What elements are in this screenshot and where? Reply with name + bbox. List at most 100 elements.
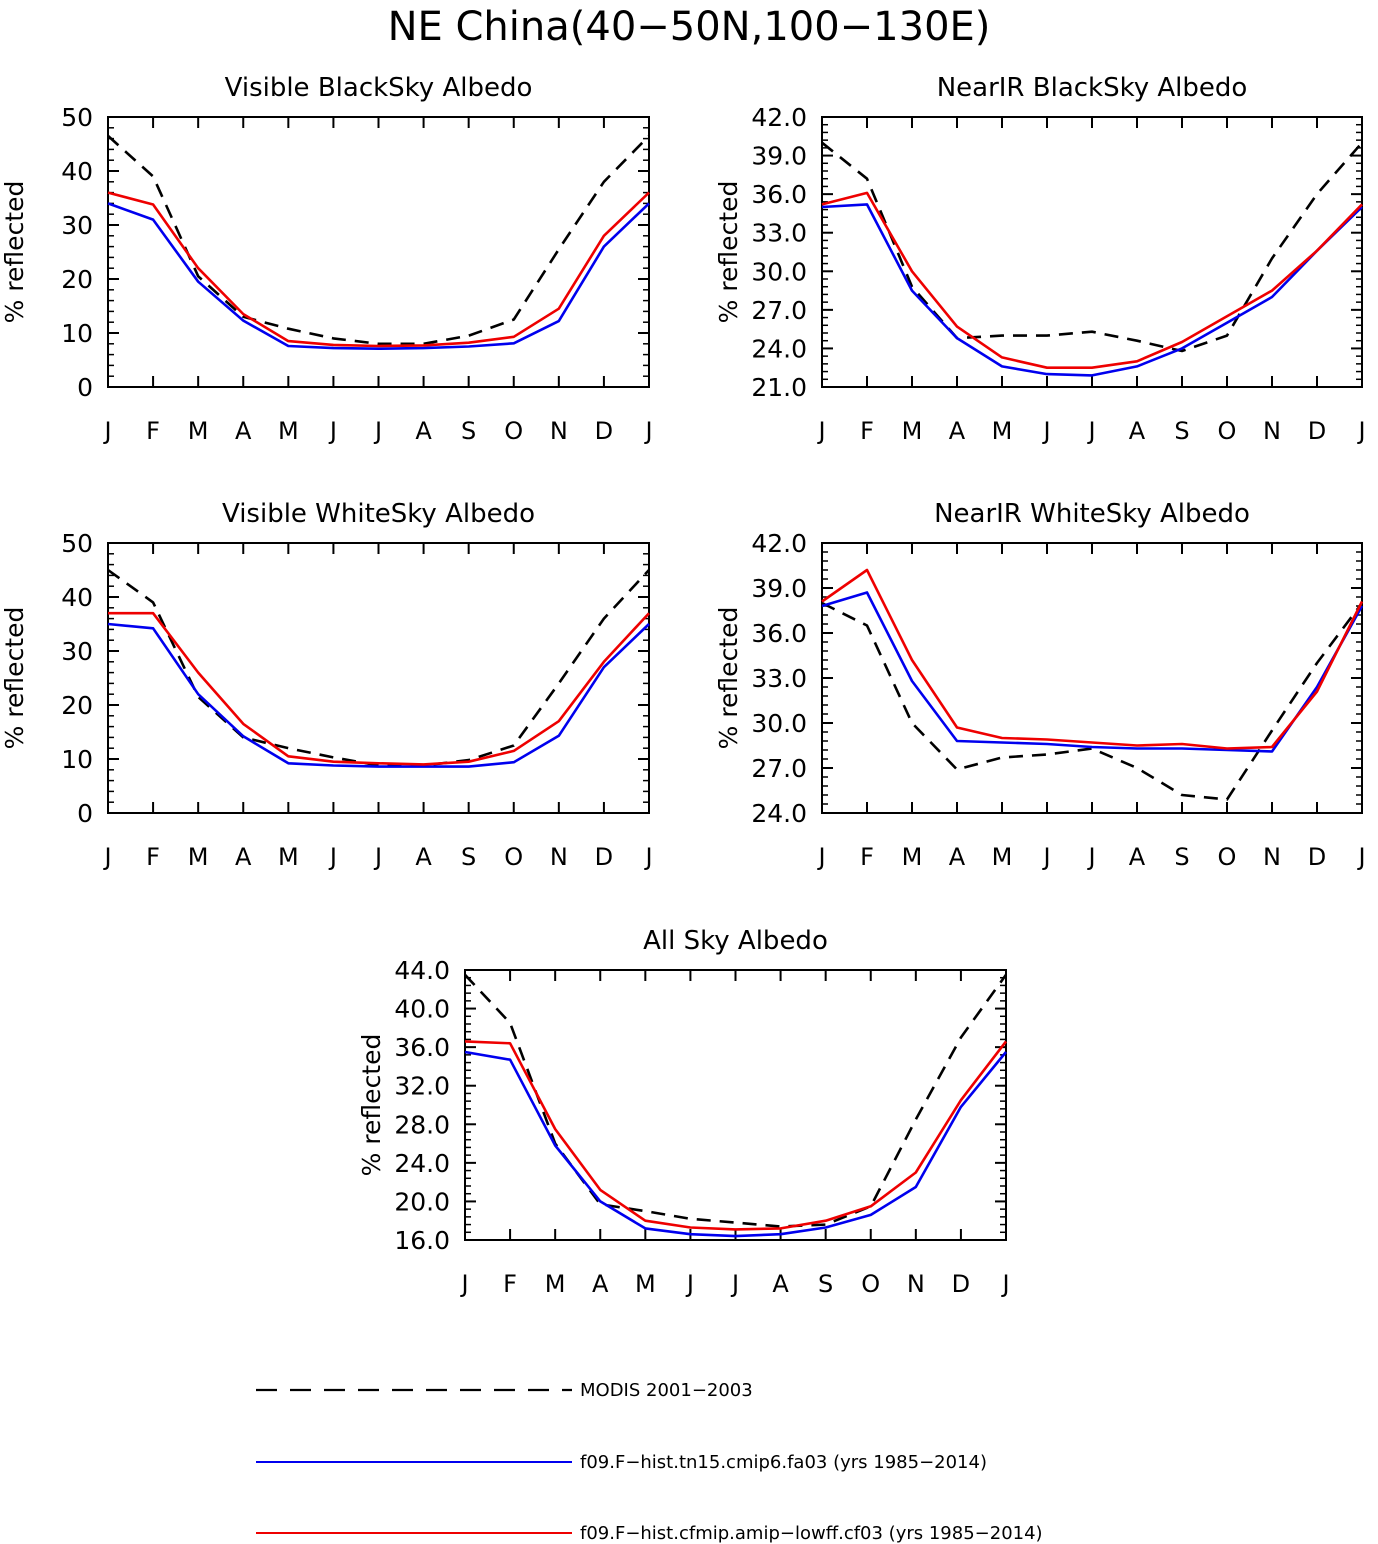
y-tick-label: 27.0: [751, 296, 807, 325]
x-tick-label: S: [461, 417, 476, 445]
series-line-modis: [821, 141, 1363, 353]
x-tick-label: F: [860, 417, 874, 445]
panel-title: Visible WhiteSky Albedo: [222, 499, 535, 529]
x-tick-label: N: [907, 1270, 925, 1298]
plot-frame: [464, 969, 1007, 1241]
y-tick-label: 30.0: [751, 709, 807, 738]
x-tick-label: J: [102, 843, 111, 871]
y-tick-label: 50: [61, 529, 93, 558]
series-line-cmip6: [464, 1050, 1008, 1238]
x-tick-label: J: [643, 417, 652, 445]
series-line-lowff: [464, 1040, 1008, 1231]
y-axis-label: % reflected: [357, 1034, 386, 1177]
y-tick-label: 33.0: [751, 664, 807, 693]
x-tick-label: A: [949, 417, 966, 445]
series-line-modis: [464, 973, 1008, 1228]
series-line-lowff: [108, 611, 650, 766]
y-tick-label: 42.0: [751, 103, 807, 132]
x-tick-label: J: [373, 843, 382, 871]
y-tick-label: 24.0: [751, 799, 807, 828]
x-tick-label: M: [188, 843, 209, 871]
y-tick-label: 27.0: [751, 754, 807, 783]
panel-title: NearIR WhiteSky Albedo: [934, 499, 1250, 529]
y-tick-label: 21.0: [751, 373, 807, 402]
x-tick-label: J: [1086, 417, 1095, 445]
x-tick-label: J: [685, 1270, 694, 1298]
y-tick-label: 10: [61, 745, 93, 774]
x-tick-label: M: [635, 1270, 656, 1298]
y-axis-label: % reflected: [714, 181, 743, 324]
y-tick-label: 10: [61, 319, 93, 348]
y-tick-label: 33.0: [751, 219, 807, 248]
x-tick-label: M: [278, 843, 299, 871]
y-tick-label: 40: [61, 157, 93, 186]
x-tick-label: A: [772, 1270, 789, 1298]
x-tick-label: N: [550, 843, 568, 871]
y-axis-label: % reflected: [0, 607, 29, 750]
x-tick-label: J: [1000, 1270, 1009, 1298]
x-tick-label: A: [1129, 417, 1146, 445]
y-tick-label: 39.0: [751, 142, 807, 171]
x-tick-label: A: [592, 1270, 609, 1298]
x-tick-label: J: [816, 417, 825, 445]
y-tick-label: 50: [61, 103, 93, 132]
x-tick-label: J: [373, 417, 382, 445]
x-tick-label: A: [1129, 843, 1146, 871]
plot-frame: [821, 116, 1363, 388]
series-line-modis: [107, 134, 650, 346]
x-tick-label: F: [503, 1270, 517, 1298]
y-tick-label: 40.0: [394, 995, 450, 1024]
y-tick-label: 32.0: [394, 1072, 450, 1101]
x-tick-label: O: [861, 1270, 880, 1298]
series-line-lowff: [107, 191, 650, 348]
x-tick-label: M: [902, 843, 923, 871]
x-tick-label: F: [860, 843, 874, 871]
legend-label-cmip6: f09.F−hist.tn15.cmip6.fa03 (yrs 1985−201…: [580, 1452, 987, 1473]
x-tick-label: M: [278, 417, 299, 445]
series-line-cmip6: [107, 622, 650, 768]
figure-title: NE China(40−50N,100−130E): [388, 4, 991, 50]
y-tick-label: 42.0: [751, 529, 807, 558]
x-tick-label: J: [1356, 417, 1365, 445]
x-tick-label: O: [504, 417, 523, 445]
x-tick-label: J: [328, 417, 337, 445]
series-line-modis: [821, 601, 1364, 801]
x-tick-label: O: [504, 843, 523, 871]
x-tick-label: S: [1174, 417, 1189, 445]
y-tick-label: 36.0: [751, 180, 807, 209]
x-tick-label: J: [730, 1270, 739, 1298]
x-tick-label: J: [1041, 417, 1050, 445]
x-tick-label: J: [1086, 843, 1095, 871]
x-tick-label: M: [545, 1270, 566, 1298]
x-tick-label: F: [146, 417, 160, 445]
x-tick-label: O: [1218, 417, 1237, 445]
y-tick-label: 16.0: [394, 1226, 450, 1255]
x-tick-label: S: [818, 1270, 833, 1298]
x-tick-label: N: [550, 417, 568, 445]
x-tick-label: M: [902, 417, 923, 445]
x-tick-label: J: [1041, 843, 1050, 871]
x-tick-label: D: [952, 1270, 970, 1298]
y-tick-label: 0: [77, 373, 93, 402]
x-tick-label: A: [235, 417, 252, 445]
panel-title: NearIR BlackSky Albedo: [937, 73, 1248, 103]
x-tick-label: S: [1174, 843, 1189, 871]
y-axis-label: % reflected: [714, 607, 743, 750]
y-axis-label: % reflected: [0, 181, 29, 324]
series-line-cmip6: [821, 591, 1364, 753]
y-tick-label: 28.0: [394, 1110, 450, 1139]
y-tick-label: 44.0: [394, 956, 450, 985]
y-tick-label: 24.0: [751, 334, 807, 363]
y-tick-label: 20: [61, 265, 93, 294]
y-tick-label: 20.0: [394, 1187, 450, 1216]
x-tick-label: A: [415, 417, 432, 445]
series-line-cmip6: [821, 203, 1363, 377]
y-tick-label: 39.0: [751, 574, 807, 603]
x-tick-label: F: [146, 843, 160, 871]
x-tick-label: S: [461, 843, 476, 871]
y-tick-label: 30: [61, 637, 93, 666]
